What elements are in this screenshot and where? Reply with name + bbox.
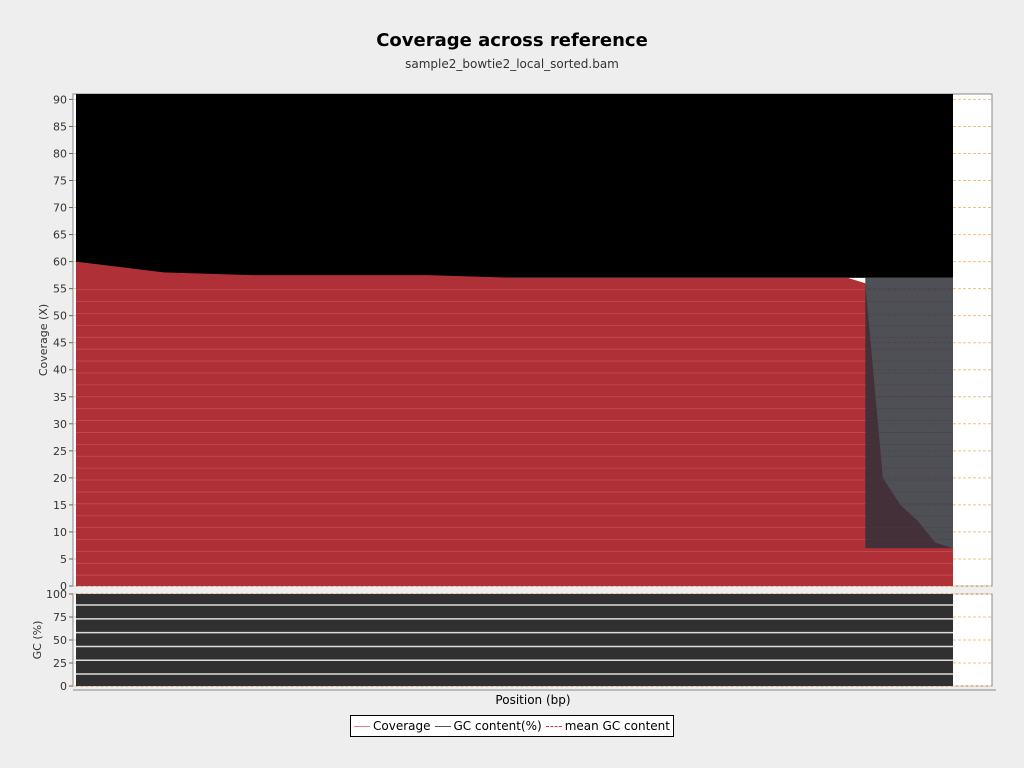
- coverage-series-area: [76, 261, 953, 586]
- coverage-ytick-label-30: 30: [53, 418, 67, 431]
- legend-swatch-gc-content: [434, 725, 451, 727]
- x-axis-label: Position (bp): [495, 693, 570, 707]
- coverage-ytick-label-90: 90: [53, 93, 67, 106]
- chart-title: Coverage across reference: [376, 30, 648, 51]
- coverage-ytick-label-80: 80: [53, 147, 67, 160]
- legend-swatch-coverage: [354, 725, 370, 727]
- coverage-ytick-label-20: 20: [53, 472, 67, 485]
- legend-item-gc-content: GC content(%): [434, 719, 542, 733]
- coverage-ytick-label-0: 0: [60, 580, 67, 593]
- gc-ytick-label-100: 100: [46, 588, 67, 601]
- coverage-y-axis-label: Coverage (X): [37, 304, 50, 376]
- coverage-ytick-label-60: 60: [53, 256, 67, 269]
- gc-ytick-label-0: 0: [60, 680, 67, 693]
- chart-legend: Coverage GC content(%) mean GC content: [350, 715, 674, 737]
- gc-series-area: [76, 594, 953, 686]
- coverage-ytick-label-25: 25: [53, 445, 67, 458]
- coverage-ytick-label-70: 70: [53, 202, 67, 215]
- gc-ytick-label-50: 50: [53, 634, 67, 647]
- coverage-ytick-label-15: 15: [53, 499, 67, 512]
- coverage-ytick-label-5: 5: [60, 553, 67, 566]
- gc-y-axis-label: GC (%): [31, 621, 44, 660]
- coverage-ytick-label-45: 45: [53, 337, 67, 350]
- coverage-ytick-label-50: 50: [53, 310, 67, 323]
- coverage-ytick-label-65: 65: [53, 229, 67, 242]
- coverage-dropout-region: [865, 277, 953, 549]
- legend-label-coverage: Coverage: [373, 719, 431, 733]
- gc-ytick-label-75: 75: [53, 611, 67, 624]
- legend-label-mean-gc: mean GC content: [564, 719, 670, 733]
- coverage-ytick-label-10: 10: [53, 526, 67, 539]
- coverage-ytick-label-75: 75: [53, 175, 67, 188]
- coverage-ytick-label-35: 35: [53, 391, 67, 404]
- coverage-ytick-label-85: 85: [53, 120, 67, 133]
- legend-item-coverage: Coverage: [354, 719, 431, 733]
- legend-swatch-mean-gc: [545, 725, 562, 727]
- coverage-upper-band: [76, 94, 953, 278]
- legend-label-gc-content: GC content(%): [453, 719, 542, 733]
- legend-item-mean-gc: mean GC content: [545, 719, 670, 733]
- coverage-ytick-label-40: 40: [53, 364, 67, 377]
- gc-ytick-label-25: 25: [53, 657, 67, 670]
- chart-subtitle: sample2_bowtie2_local_sorted.bam: [405, 57, 619, 71]
- coverage-ytick-label-55: 55: [53, 283, 67, 296]
